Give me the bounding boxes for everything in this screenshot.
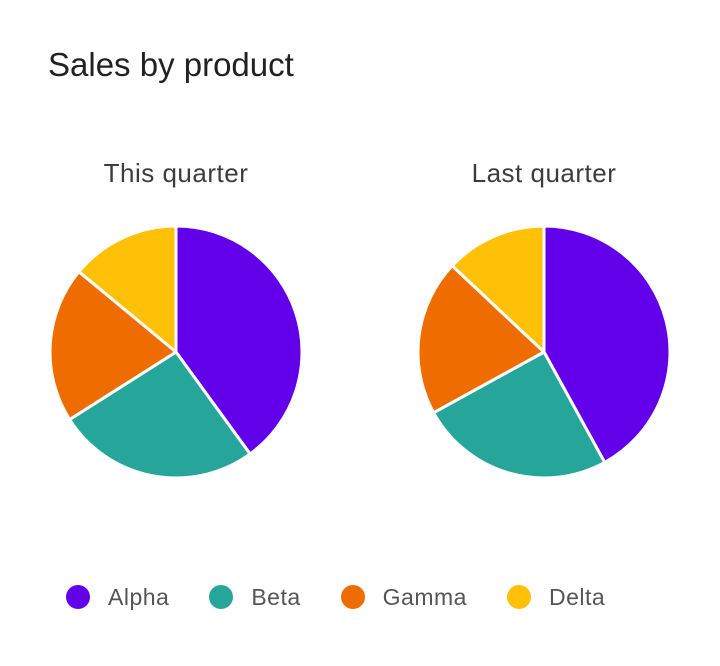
legend-swatch-delta	[506, 585, 531, 609]
chart-title: Sales by product	[48, 46, 294, 83]
legend-swatch-gamma	[340, 585, 365, 609]
pie-slice-alpha[interactable]	[542, 224, 672, 464]
legend-swatch-beta	[209, 585, 234, 609]
pie-title-last-quarter: Last quarter	[471, 158, 617, 188]
pie-slice-delta[interactable]	[77, 224, 178, 354]
legend-item-beta[interactable]: Beta	[209, 584, 300, 611]
legend-label-beta: Beta	[251, 583, 301, 610]
legend-swatch-alpha	[66, 585, 90, 609]
pie-title-this-quarter: This quarter	[103, 158, 249, 188]
legend-label-gamma: Gamma	[382, 583, 467, 610]
legend: Alpha Beta Gamma Delta	[66, 582, 645, 612]
legend-item-alpha[interactable]: Alpha	[66, 584, 169, 611]
pie-slice-delta[interactable]	[450, 224, 546, 354]
legend-label-delta: Delta	[548, 583, 606, 610]
pie-slice-alpha[interactable]	[174, 224, 304, 456]
legend-label-alpha: Alpha	[108, 583, 170, 610]
pie-slice-gamma[interactable]	[48, 270, 178, 422]
pie-this-quarter	[48, 224, 304, 480]
pie-slice-beta[interactable]	[432, 350, 607, 480]
pie-slice-gamma[interactable]	[416, 264, 546, 415]
pie-slice-beta[interactable]	[68, 350, 252, 480]
legend-item-delta[interactable]: Delta	[506, 583, 606, 611]
pie-last-quarter	[416, 224, 672, 480]
legend-item-gamma[interactable]: Gamma	[340, 583, 467, 611]
